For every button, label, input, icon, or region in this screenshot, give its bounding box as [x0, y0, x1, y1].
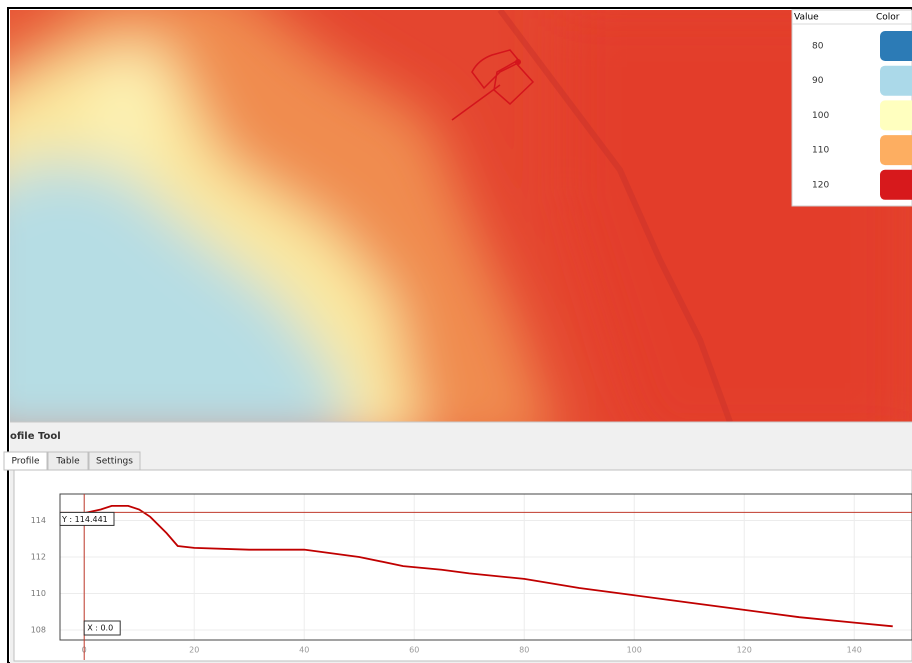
legend-swatch: [880, 135, 912, 165]
legend-swatch: [880, 170, 912, 200]
tab-label[interactable]: Profile: [12, 457, 40, 467]
legend-header: Value: [794, 13, 819, 23]
x-tick-label: 140: [847, 646, 862, 655]
x-tick-label: 60: [409, 646, 419, 655]
tab-label[interactable]: Settings: [96, 457, 133, 467]
profile-panel: ofile Tool Profile Table Settings 108 110 11…: [4, 422, 912, 663]
y-tick-label: 114: [31, 516, 46, 525]
x-tick-label: 80: [519, 646, 529, 655]
x-tick-label: 20: [189, 646, 199, 655]
legend-value: 100: [812, 111, 829, 121]
legend-value: 110: [812, 146, 829, 156]
crosshair-y-label: Y : 114.441: [61, 515, 108, 524]
tab-label[interactable]: Table: [55, 457, 80, 467]
crosshair-x-label: X : 0.0: [87, 624, 113, 633]
legend-header: Color: [876, 13, 900, 23]
y-tick-label: 108: [31, 625, 46, 634]
page: Value Color 80 90 100 110 120 ofile Tool Pro…: [0, 0, 912, 663]
x-tick-label: 100: [627, 646, 642, 655]
y-tick-label: 110: [31, 589, 46, 598]
x-tick-label: 120: [737, 646, 752, 655]
legend-value: 90: [812, 76, 824, 86]
y-tick-label: 112: [31, 552, 46, 561]
legend-swatch: [880, 100, 912, 130]
legend-value: 120: [812, 180, 829, 190]
app-window: Value Color 80 90 100 110 120 ofile Tool Pro…: [0, 0, 912, 663]
map-canvas[interactable]: [0, 0, 912, 450]
legend-swatch: [880, 66, 912, 96]
map-legend: Value Color 80 90 100 110 120: [792, 10, 912, 206]
legend-swatch: [880, 31, 912, 61]
tab-bar: Profile Table Settings: [4, 452, 140, 470]
panel-title: ofile Tool: [10, 431, 61, 442]
x-tick-label: 40: [299, 646, 309, 655]
legend-value: 80: [812, 42, 824, 52]
